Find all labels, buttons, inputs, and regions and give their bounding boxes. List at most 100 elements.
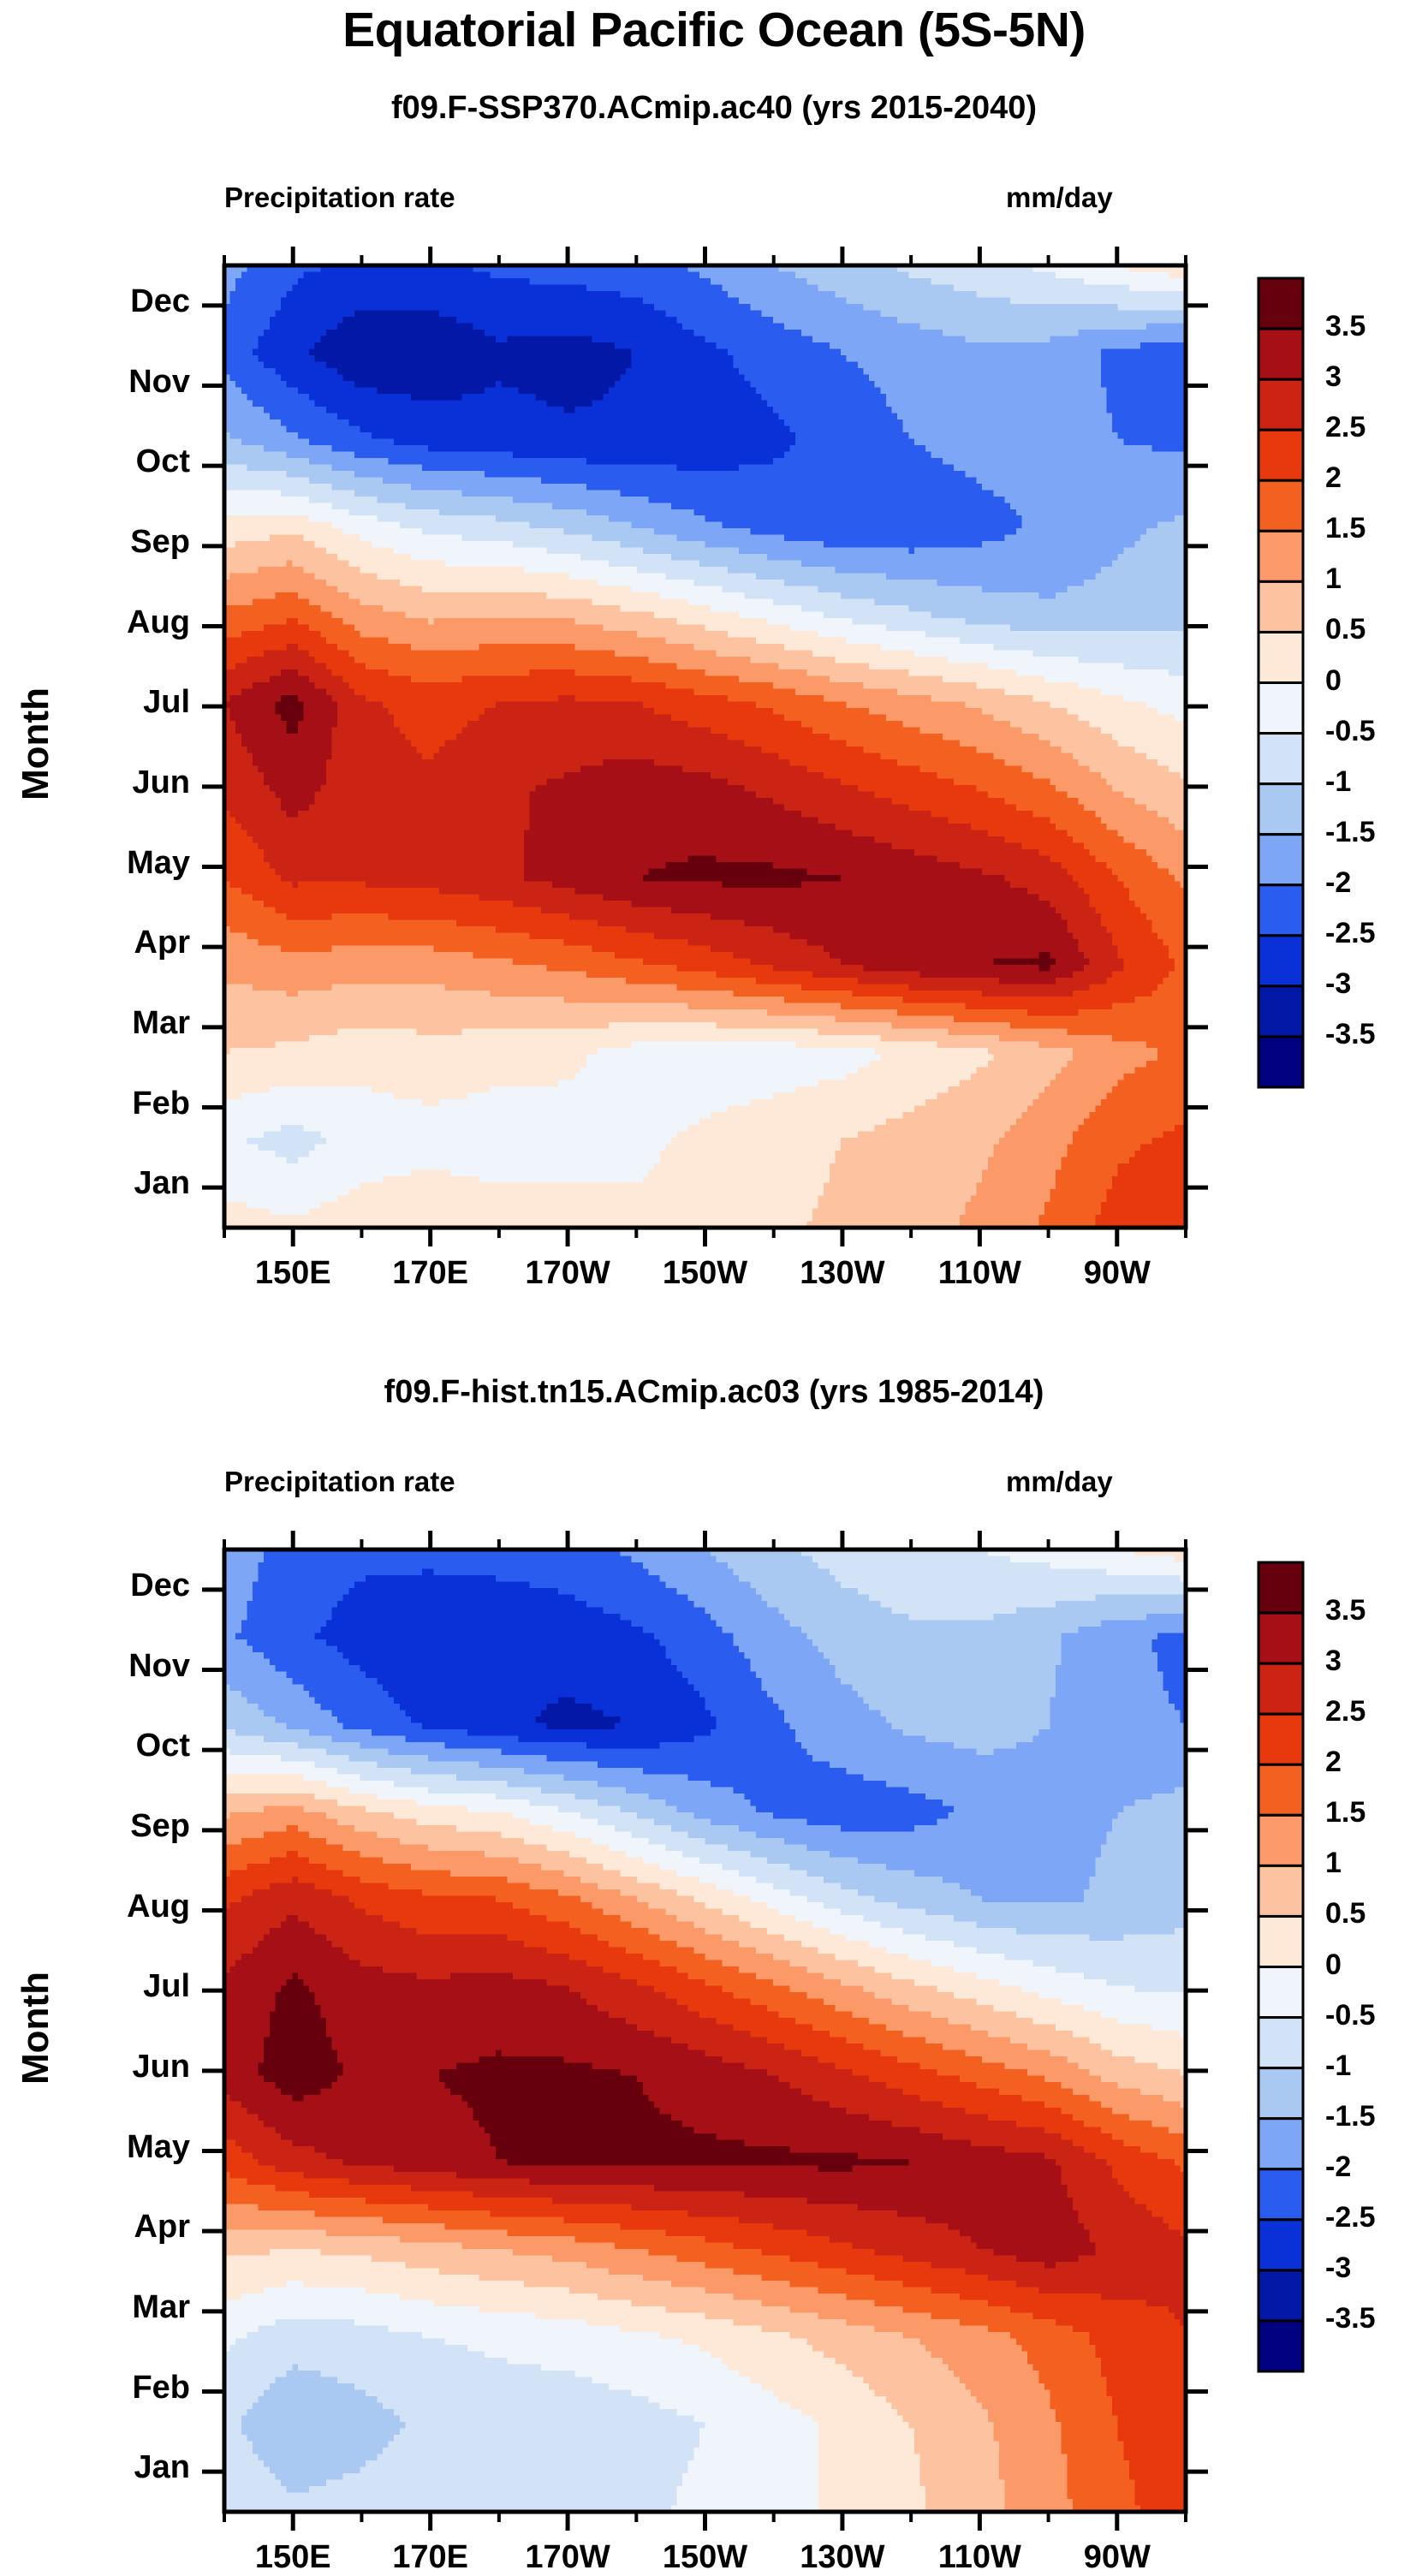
xtick-label-90w-top: 90W (1040, 1255, 1194, 1292)
colorbar-label-3-top: 3 (1325, 360, 1428, 394)
ytick-label-feb-bottom: Feb (27, 2370, 190, 2406)
colorbar-swatch (1258, 1714, 1303, 1764)
xtick-label-110w-top: 110W (902, 1255, 1056, 1292)
colorbar-label-neg3p5-bottom: -3.5 (1325, 2302, 1428, 2335)
ytick-label-jan-top: Jan (27, 1165, 190, 1202)
ytick-label-sep-top: Sep (27, 524, 190, 561)
colorbar-swatch (1258, 1916, 1303, 1966)
colorbar-swatch (1258, 784, 1303, 835)
xtick-label-130w-bottom: 130W (765, 2539, 919, 2576)
colorbar-swatch (1258, 2119, 1303, 2169)
colorbar-label-2p5-top: 2.5 (1325, 411, 1428, 444)
colorbar-label-neg1p5-bottom: -1.5 (1325, 2100, 1428, 2133)
colorbar-label-0p5-bottom: 0.5 (1325, 1897, 1428, 1931)
ytick-label-may-top: May (27, 845, 190, 882)
colorbar-label-1p5-top: 1.5 (1325, 512, 1428, 545)
colorbar-swatch (1258, 581, 1303, 632)
ytick-label-jan-bottom: Jan (27, 2449, 190, 2486)
colorbar-label-2-top: 2 (1325, 461, 1428, 495)
panel-bottom-colorbar[interactable] (0, 1284, 1428, 2575)
xtick-label-170e-bottom: 170E (354, 2539, 508, 2576)
colorbar-label-3p5-top: 3.5 (1325, 310, 1428, 343)
colorbar-label-0-top: 0 (1325, 664, 1428, 698)
xtick-label-90w-bottom: 90W (1040, 2539, 1194, 2576)
colorbar-label-neg2p5-top: -2.5 (1325, 917, 1428, 950)
colorbar-label-0p5-top: 0.5 (1325, 613, 1428, 646)
colorbar-label-3p5-bottom: 3.5 (1325, 1594, 1428, 1627)
colorbar-label-neg3-bottom: -3 (1325, 2252, 1428, 2285)
colorbar-swatch (1258, 683, 1303, 734)
colorbar-label-2-bottom: 2 (1325, 1746, 1428, 1779)
colorbar-label-neg3p5-top: -3.5 (1325, 1018, 1428, 1051)
colorbar-swatch (1258, 1967, 1303, 2018)
colorbar-label-2p5-bottom: 2.5 (1325, 1695, 1428, 1728)
ytick-label-apr-bottom: Apr (27, 2209, 190, 2246)
colorbar-swatch (1258, 2270, 1303, 2321)
ytick-label-nov-bottom: Nov (27, 1648, 190, 1685)
colorbar-label-neg2-bottom: -2 (1325, 2151, 1428, 2184)
colorbar-swatch (1258, 480, 1303, 531)
colorbar-swatches (1258, 1562, 1303, 2371)
colorbar-swatch (1258, 430, 1303, 480)
colorbar-swatch (1258, 835, 1303, 885)
colorbar-label-neg1-top: -1 (1325, 765, 1428, 799)
ytick-label-dec-bottom: Dec (27, 1568, 190, 1604)
colorbar-label-neg2p5-bottom: -2.5 (1325, 2201, 1428, 2234)
xtick-label-170w-bottom: 170W (491, 2539, 645, 2576)
ytick-label-apr-top: Apr (27, 925, 190, 961)
y-axis-title-top: Month (15, 650, 57, 838)
colorbar-swatch (1258, 936, 1303, 986)
xtick-label-170e-top: 170E (354, 1255, 508, 1292)
colorbar-label-1-top: 1 (1325, 562, 1428, 596)
colorbar-swatch (1258, 2321, 1303, 2371)
colorbar-label-neg2-top: -2 (1325, 866, 1428, 900)
colorbar-swatch (1258, 379, 1303, 430)
colorbar-label-0-bottom: 0 (1325, 1948, 1428, 1982)
colorbar-swatch (1258, 278, 1303, 329)
ytick-label-mar-bottom: Mar (27, 2289, 190, 2326)
colorbar-swatch (1258, 2068, 1303, 2119)
ytick-label-aug-bottom: Aug (27, 1889, 190, 1925)
colorbar-label-neg0p5-top: -0.5 (1325, 715, 1428, 748)
colorbar-label-neg1p5-top: -1.5 (1325, 816, 1428, 849)
colorbar-label-3-bottom: 3 (1325, 1645, 1428, 1678)
colorbar-swatch (1258, 531, 1303, 581)
xtick-label-170w-top: 170W (491, 1255, 645, 1292)
colorbar-label-neg1-bottom: -1 (1325, 2049, 1428, 2083)
xtick-label-150w-top: 150W (628, 1255, 782, 1292)
colorbar-label-1-bottom: 1 (1325, 1847, 1428, 1880)
colorbar-swatch (1258, 885, 1303, 936)
colorbar-swatch (1258, 1037, 1303, 1087)
xtick-label-130w-top: 130W (765, 1255, 919, 1292)
colorbar-swatch (1258, 2169, 1303, 2220)
xtick-label-150w-bottom: 150W (628, 2539, 782, 2576)
colorbar-swatch (1258, 632, 1303, 682)
colorbar-swatch (1258, 2220, 1303, 2270)
colorbar-swatch (1258, 1663, 1303, 1714)
xtick-label-150e-top: 150E (216, 1255, 370, 1292)
colorbar-label-1p5-bottom: 1.5 (1325, 1796, 1428, 1829)
ytick-label-dec-top: Dec (27, 283, 190, 320)
colorbar-swatch (1258, 329, 1303, 379)
panel-top-colorbar[interactable] (0, 0, 1428, 1336)
colorbar-label-neg0p5-bottom: -0.5 (1325, 1999, 1428, 2032)
ytick-label-sep-bottom: Sep (27, 1808, 190, 1845)
y-axis-title-bottom: Month (15, 1934, 57, 2122)
ytick-label-feb-top: Feb (27, 1086, 190, 1122)
colorbar-swatches (1258, 278, 1303, 1087)
ytick-label-oct-bottom: Oct (27, 1728, 190, 1764)
colorbar-swatch (1258, 1815, 1303, 1865)
ytick-label-nov-top: Nov (27, 364, 190, 401)
ytick-label-oct-top: Oct (27, 443, 190, 480)
ytick-label-mar-top: Mar (27, 1005, 190, 1042)
colorbar-swatch (1258, 1562, 1303, 1613)
colorbar-swatch (1258, 734, 1303, 784)
ytick-label-may-bottom: May (27, 2129, 190, 2166)
colorbar-swatch (1258, 1613, 1303, 1663)
ytick-label-aug-top: Aug (27, 604, 190, 641)
colorbar-swatch (1258, 1764, 1303, 1815)
xtick-label-150e-bottom: 150E (216, 2539, 370, 2576)
colorbar-swatch (1258, 2018, 1303, 2068)
colorbar-label-neg3-top: -3 (1325, 967, 1428, 1001)
colorbar-swatch (1258, 1865, 1303, 1916)
